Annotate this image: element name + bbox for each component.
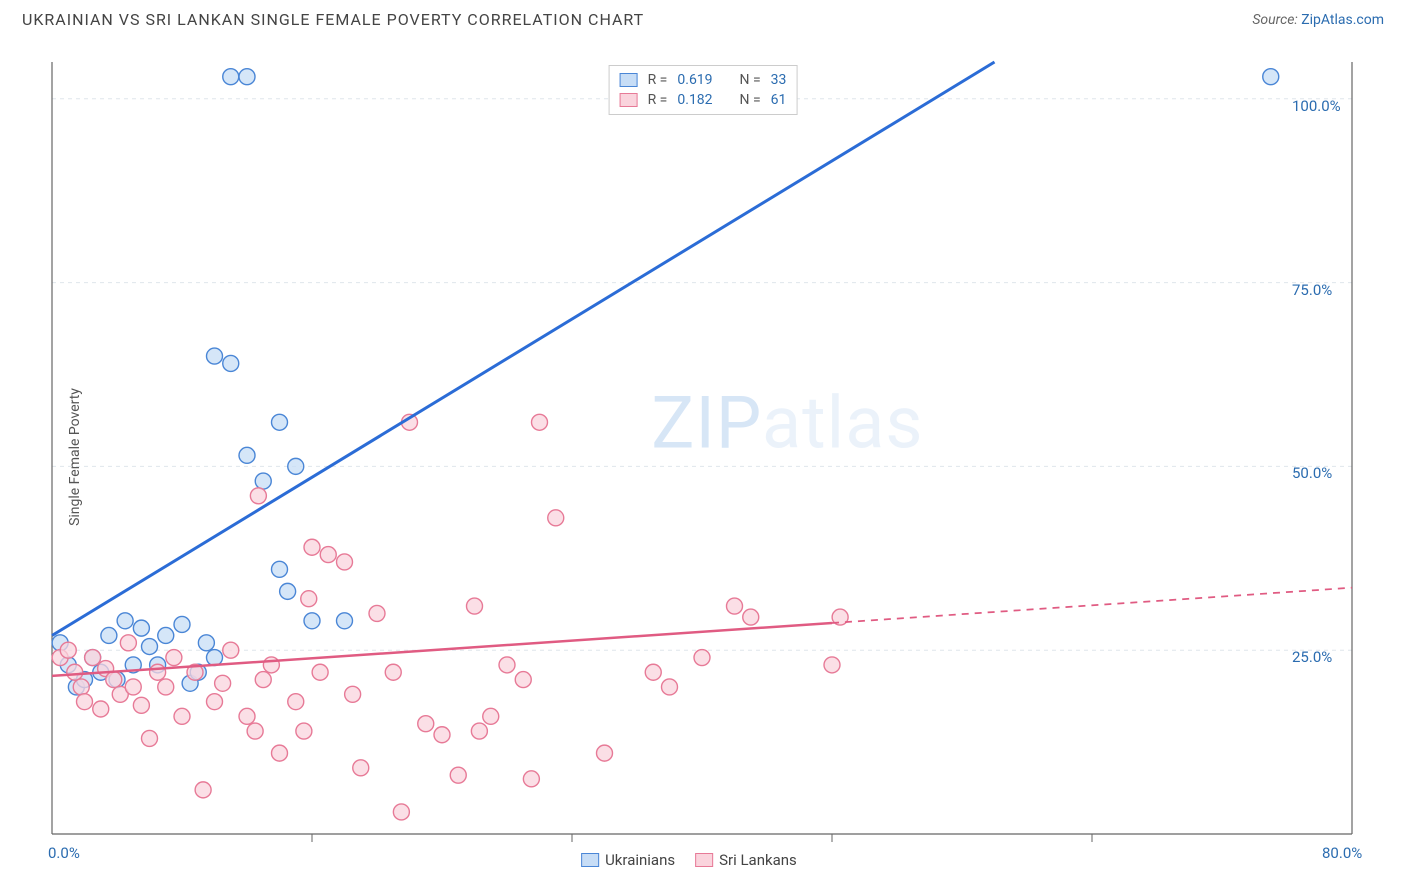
y-tick-label: 75.0% xyxy=(1292,281,1332,299)
legend-swatch xyxy=(695,853,713,867)
legend-item: Sri Lankans xyxy=(695,851,797,869)
legend-item: Ukrainians xyxy=(581,851,675,869)
r-value: 0.182 xyxy=(677,92,712,108)
source-prefix: Source: xyxy=(1252,12,1301,28)
correlation-legend: R = 0.619 N = 33 R = 0.182 N = 61 xyxy=(609,65,798,115)
series-legend: Ukrainians Sri Lankans xyxy=(581,851,797,869)
source-link[interactable]: ZipAtlas.com xyxy=(1301,12,1384,28)
chart-title: UKRAINIAN VS SRI LANKAN SINGLE FEMALE PO… xyxy=(22,10,644,29)
y-tick-label: 100.0% xyxy=(1292,97,1341,115)
legend-swatch xyxy=(620,93,638,107)
y-tick-label: 25.0% xyxy=(1292,648,1332,666)
series-name: Ukrainians xyxy=(605,851,675,869)
x-tick-label: 80.0% xyxy=(1322,844,1362,862)
chart-area: Single Female Poverty ZIPatlas R = 0.619… xyxy=(0,37,1406,877)
n-value: 33 xyxy=(771,72,787,88)
y-axis-label: Single Female Poverty xyxy=(67,388,83,526)
source-attribution: Source: ZipAtlas.com xyxy=(1252,12,1384,28)
n-label: N = xyxy=(740,92,761,108)
r-label: R = xyxy=(648,92,668,108)
n-label: N = xyxy=(740,72,761,88)
y-tick-label: 50.0% xyxy=(1292,464,1332,482)
r-value: 0.619 xyxy=(677,72,712,88)
scatter-plot xyxy=(0,37,1406,857)
r-label: R = xyxy=(648,72,668,88)
legend-stat-row: R = 0.619 N = 33 xyxy=(620,70,787,90)
n-value: 61 xyxy=(771,92,787,108)
legend-swatch xyxy=(620,73,638,87)
x-tick-label: 0.0% xyxy=(48,844,80,862)
legend-stat-row: R = 0.182 N = 61 xyxy=(620,90,787,110)
series-name: Sri Lankans xyxy=(719,851,797,869)
legend-swatch xyxy=(581,853,599,867)
